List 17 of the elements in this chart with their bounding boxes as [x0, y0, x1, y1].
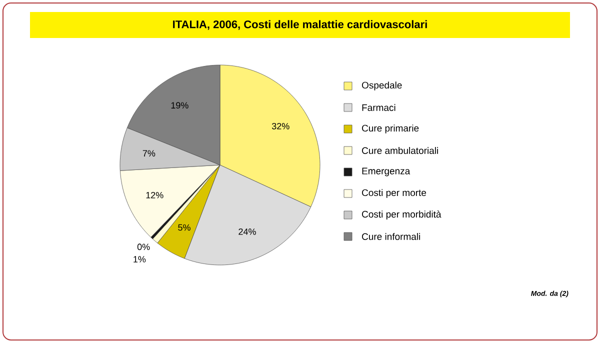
data-label: 5%: [178, 224, 190, 231]
legend-label: Cure primarie: [362, 124, 419, 134]
chart-title: ITALIA, 2006, Costi delle malattie cardiovascolari: [173, 20, 427, 30]
legend-label: Farmaci: [362, 104, 396, 111]
legend-label: Costi per morte: [362, 189, 426, 198]
legend-label: Ospedale: [362, 82, 402, 90]
data-label: 32%: [272, 122, 290, 130]
legend-label: Emergenza: [362, 168, 410, 176]
legend-label: Cure informali: [362, 233, 420, 240]
data-label: 7%: [142, 150, 156, 156]
data-label: 19%: [171, 102, 188, 109]
legend-label: Costi per morbidità: [362, 210, 442, 220]
data-label: 12%: [146, 192, 164, 198]
data-label: 0%: [137, 244, 150, 250]
data-label: 24%: [238, 228, 256, 235]
data-label: 1%: [134, 256, 146, 262]
legend-label: Cure ambulatoriali: [362, 147, 438, 154]
